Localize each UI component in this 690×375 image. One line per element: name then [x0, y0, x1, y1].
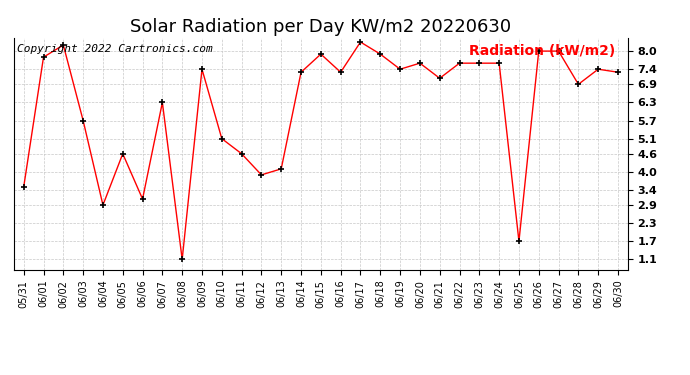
Text: Radiation (kW/m2): Radiation (kW/m2): [469, 45, 615, 58]
Text: Copyright 2022 Cartronics.com: Copyright 2022 Cartronics.com: [17, 45, 213, 54]
Title: Solar Radiation per Day KW/m2 20220630: Solar Radiation per Day KW/m2 20220630: [130, 18, 511, 36]
